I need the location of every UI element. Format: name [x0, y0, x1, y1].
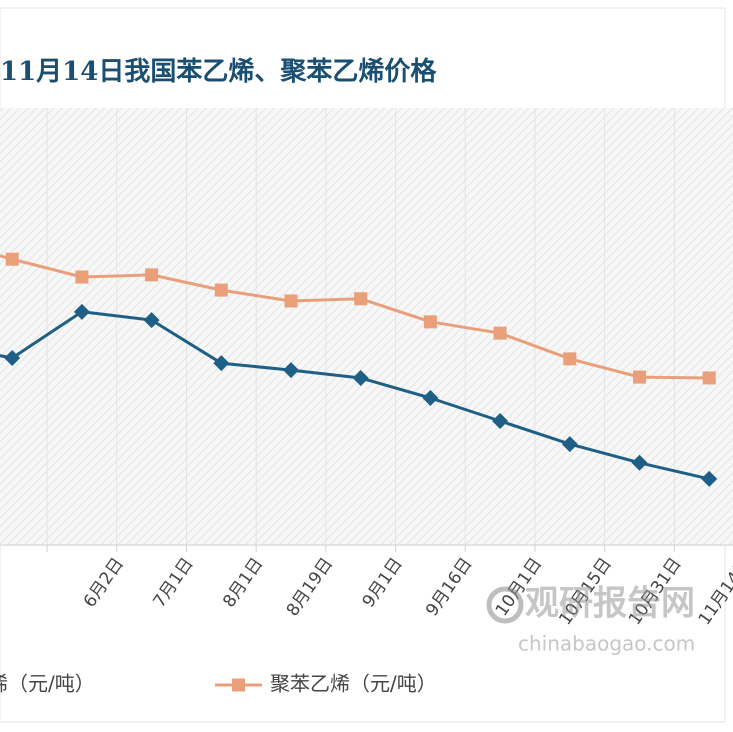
- watermark-url: chinabaogao.com: [518, 632, 695, 656]
- data-point: [423, 315, 437, 329]
- data-point: [701, 470, 718, 487]
- data-point: [73, 303, 90, 320]
- data-point: [75, 270, 89, 284]
- data-point: [561, 436, 578, 453]
- data-point: [702, 371, 716, 385]
- chart-title: 11月14日我国苯乙烯、聚苯乙烯价格: [0, 56, 437, 87]
- data-point: [352, 369, 369, 386]
- data-point: [633, 370, 646, 384]
- data-point: [283, 362, 299, 379]
- watermark-logo: [486, 586, 524, 624]
- watermark-name: 观研报告网: [525, 584, 695, 624]
- data-point: [354, 292, 368, 306]
- data-point: [4, 349, 21, 366]
- data-point: [214, 283, 228, 297]
- data-point: [213, 355, 230, 372]
- data-point: [631, 454, 648, 471]
- data-point: [422, 389, 439, 406]
- series-line: [0, 254, 710, 380]
- data-point: [493, 326, 507, 340]
- data-point: [5, 252, 19, 266]
- series-line: [0, 310, 710, 481]
- plot-area: [0, 108, 733, 545]
- data-point: [145, 268, 159, 282]
- legend-label: 苯乙烯（元/吨）: [0, 672, 95, 696]
- data-point: [284, 294, 298, 308]
- data-point: [563, 352, 577, 366]
- data-point: [143, 312, 160, 329]
- legend-label: 聚苯乙烯（元/吨）: [270, 672, 437, 696]
- data-point: [492, 413, 509, 430]
- legend-marker: [232, 678, 245, 692]
